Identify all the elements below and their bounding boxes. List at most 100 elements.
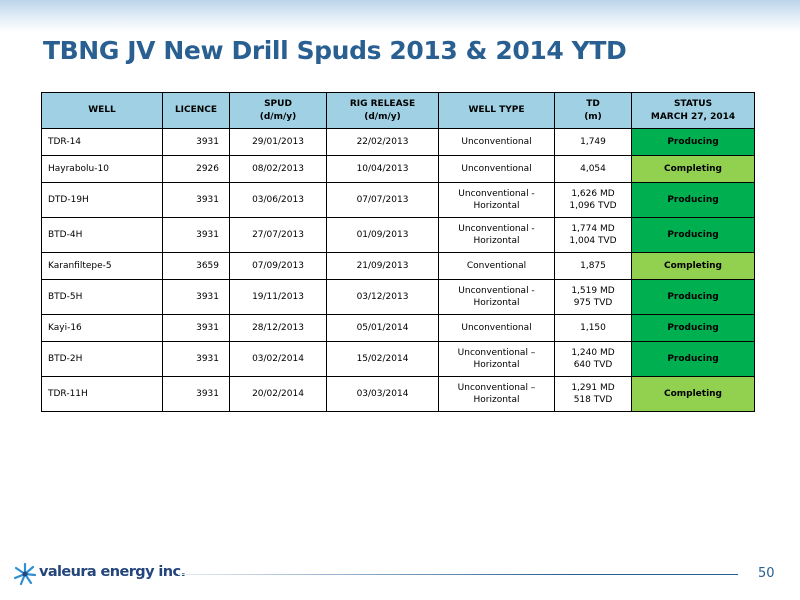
table-row: Kayi-16 3931 28/12/2013 05/01/2014 Unconvent… (41, 314, 755, 342)
cell-text: 640 TVD (573, 360, 613, 370)
well-cell: Karanfiltepe-5 (41, 252, 163, 280)
well-cell: Kayi-16 (41, 314, 163, 342)
status-cell: Producing (631, 279, 755, 315)
licence-cell: 3931 (162, 128, 230, 156)
cell-text: 975 TVD (573, 298, 613, 308)
spud-date-cell: 20/02/2014 (229, 376, 327, 412)
licence-cell: 3931 (162, 279, 230, 315)
table-row: TDR-11H 3931 20/02/2014 03/03/2014 Unconvent… (41, 376, 755, 412)
status-cell: Producing (631, 314, 755, 342)
well-cell: BTD-5H (41, 279, 163, 315)
cell-text: 20/02/2014 (252, 388, 304, 399)
well-cell: DTD-19H (41, 182, 163, 218)
page-number: 50 (758, 566, 775, 581)
header-rig-release: RIG RELEASE (d/m/y) (326, 92, 439, 129)
licence-cell: 3659 (162, 252, 230, 280)
well-type-cell: Unconventional – Horizontal (438, 376, 555, 412)
cell-text: Unconventional - (458, 223, 535, 234)
cell-text: 21/09/2013 (356, 260, 409, 271)
cell-text: Completing (663, 260, 723, 271)
cell-text: 1,096 TVD (569, 201, 617, 211)
cell-text: 15/02/2014 (356, 353, 409, 364)
table-row: Hayrabolu-10 2926 08/02/2013 10/04/2013 Unco… (41, 155, 755, 183)
well-cell: TDR-11H (41, 376, 163, 412)
cell-text: 03/06/2013 (252, 194, 304, 205)
cell-text: 3931 (196, 353, 219, 364)
cell-text: 07/07/2013 (356, 194, 409, 205)
well-cell: BTD-4H (41, 217, 163, 253)
cell-text: Producing (667, 322, 719, 333)
cell-text: Unconventional - (458, 188, 535, 199)
cell-text: TDR-14 (48, 136, 82, 147)
cell-text: 05/01/2014 (356, 322, 409, 333)
cell-text: 22/02/2013 (356, 136, 409, 147)
cell-text: 3931 (196, 136, 219, 147)
well-type-cell: Unconventional - Horizontal (438, 217, 555, 253)
rig-release-date-cell: 01/09/2013 (326, 217, 439, 253)
licence-cell: 3931 (162, 182, 230, 218)
cell-text: Conventional (466, 260, 527, 271)
cell-text: 03/12/2013 (356, 291, 409, 302)
status-cell: Producing (631, 217, 755, 253)
well-type-cell: Unconventional (438, 155, 555, 183)
rig-release-date-cell: 22/02/2013 (326, 128, 439, 156)
licence-cell: 3931 (162, 341, 230, 377)
td-depth-cell: 1,875 (554, 252, 632, 280)
cell-text: 3931 (196, 322, 219, 333)
rig-release-date-cell: 03/03/2014 (326, 376, 439, 412)
cell-text: Producing (667, 229, 719, 240)
valeura-star-logo-icon (13, 562, 37, 586)
table-row: TDR-14 3931 29/01/2013 22/02/2013 Unconventi… (41, 128, 755, 156)
cell-text: 1,004 TVD (569, 236, 617, 246)
cell-text: 29/01/2013 (252, 136, 304, 147)
cell-text: Horizontal (473, 395, 520, 405)
td-depth-cell: 1,626 MD 1,096 TVD (554, 182, 632, 218)
status-cell: Producing (631, 182, 755, 218)
cell-text: 3931 (196, 291, 219, 302)
cell-text: BTD-2H (48, 353, 83, 364)
cell-text: 1,291 MD (571, 382, 615, 393)
td-depth-cell: 1,749 (554, 128, 632, 156)
cell-text: Producing (667, 194, 719, 205)
table-row: BTD-5H 3931 19/11/2013 03/12/2013 Unconventi… (41, 279, 755, 315)
cell-text: TDR-11H (48, 388, 88, 399)
cell-text: 03/03/2014 (356, 388, 409, 399)
cell-text: 07/09/2013 (252, 260, 304, 271)
rig-release-date-cell: 15/02/2014 (326, 341, 439, 377)
cell-text: 1,774 MD (571, 223, 615, 234)
td-depth-cell: 1,519 MD 975 TVD (554, 279, 632, 315)
cell-text: Unconventional (461, 136, 532, 147)
cell-text: 01/09/2013 (356, 229, 409, 240)
table-header-row: WELL LICENCE SPUD (d/m/y) RIG RELEASE (d/m… (41, 92, 755, 129)
well-cell: Hayrabolu-10 (41, 155, 163, 183)
rig-release-date-cell: 03/12/2013 (326, 279, 439, 315)
rig-release-date-cell: 10/04/2013 (326, 155, 439, 183)
cell-text: Kayi-16 (48, 322, 82, 333)
cell-text: 1,240 MD (571, 347, 615, 358)
cell-text: Horizontal (473, 360, 520, 370)
header-status: STATUS MARCH 27, 2014 (631, 92, 755, 129)
spud-date-cell: 03/06/2013 (229, 182, 327, 218)
cell-text: 10/04/2013 (356, 163, 409, 174)
cell-text: 3931 (196, 229, 219, 240)
table-row: BTD-4H 3931 27/07/2013 01/09/2013 Unconventi… (41, 217, 755, 253)
header-gradient-band (0, 0, 800, 32)
well-spuds-table: WELL LICENCE SPUD (d/m/y) RIG RELEASE (d/m… (41, 92, 755, 412)
cell-text: Producing (667, 136, 719, 147)
licence-cell: 3931 (162, 217, 230, 253)
rig-release-date-cell: 21/09/2013 (326, 252, 439, 280)
cell-text: 3931 (196, 194, 219, 205)
spud-date-cell: 29/01/2013 (229, 128, 327, 156)
cell-text: Unconventional – (457, 347, 536, 358)
header-td: TD (m) (554, 92, 632, 129)
header-spud: SPUD (d/m/y) (229, 92, 327, 129)
well-type-cell: Unconventional - Horizontal (438, 182, 555, 218)
cell-text: 1,626 MD (571, 188, 615, 199)
spud-date-cell: 08/02/2013 (229, 155, 327, 183)
spud-date-cell: 19/11/2013 (229, 279, 327, 315)
well-type-cell: Unconventional (438, 314, 555, 342)
table-row: BTD-2H 3931 03/02/2014 15/02/2014 Unconventi… (41, 341, 755, 377)
status-cell: Completing (631, 155, 755, 183)
cell-text: 19/11/2013 (252, 291, 304, 302)
td-depth-cell: 4,054 (554, 155, 632, 183)
